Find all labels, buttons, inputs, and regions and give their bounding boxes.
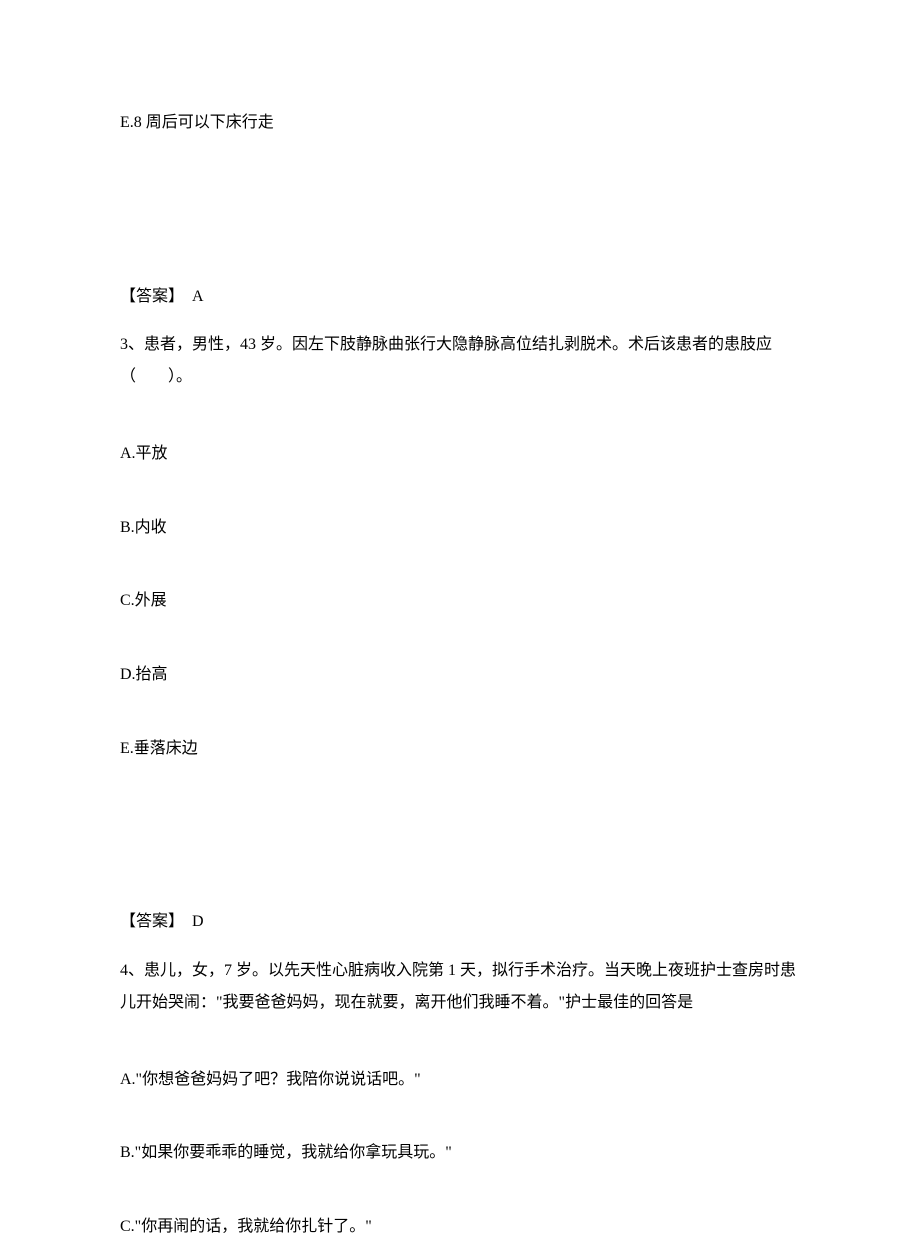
q4-option-b-text: B."如果你要乖乖的睡觉，我就给你拿玩具玩。": [120, 1144, 452, 1161]
q3-option-e: E.垂落床边: [120, 736, 800, 762]
q3-question-text: 3、患者，男性，43 岁。因左下肢静脉曲张行大隐静脉高位结扎剥脱术。术后该患者的…: [120, 336, 772, 385]
q4-option-c: C."你再闹的话，我就给你扎针了。": [120, 1214, 800, 1240]
q2-option-e: E.8 周后可以下床行走: [120, 110, 800, 136]
spacer: [120, 809, 800, 909]
q2-answer-label: 【答案】: [120, 288, 184, 305]
spacer: [120, 184, 800, 284]
q2-answer: 【答案】 A: [120, 284, 800, 310]
q3-option-a: A.平放: [120, 441, 800, 467]
q2-option-e-text: E.8 周后可以下床行走: [120, 114, 274, 131]
q3-answer-label: 【答案】: [120, 913, 184, 930]
q4-question: 4、患儿，女，7 岁。以先天性心脏病收入院第 1 天，拟行手术治疗。当天晚上夜班…: [120, 955, 800, 1019]
q2-answer-value: A: [192, 288, 204, 305]
q3-option-e-text: E.垂落床边: [120, 740, 198, 757]
q3-answer: 【答案】 D: [120, 909, 800, 935]
q3-option-c-text: C.外展: [120, 592, 167, 609]
q3-option-b-text: B.内收: [120, 519, 167, 536]
q4-option-a: A."你想爸爸妈妈了吧？我陪你说说话吧。": [120, 1067, 800, 1093]
q3-option-b: B.内收: [120, 515, 800, 541]
q4-option-b: B."如果你要乖乖的睡觉，我就给你拿玩具玩。": [120, 1140, 800, 1166]
q4-question-text: 4、患儿，女，7 岁。以先天性心脏病收入院第 1 天，拟行手术治疗。当天晚上夜班…: [120, 962, 796, 1011]
q3-question: 3、患者，男性，43 岁。因左下肢静脉曲张行大隐静脉高位结扎剥脱术。术后该患者的…: [120, 329, 800, 393]
q3-option-d-text: D.抬高: [120, 666, 168, 683]
q4-option-a-text: A."你想爸爸妈妈了吧？我陪你说说话吧。": [120, 1071, 421, 1088]
q4-option-c-text: C."你再闹的话，我就给你扎针了。": [120, 1218, 372, 1235]
q3-option-a-text: A.平放: [120, 445, 168, 462]
q3-answer-value: D: [192, 913, 204, 930]
q3-option-d: D.抬高: [120, 662, 800, 688]
q3-option-c: C.外展: [120, 588, 800, 614]
